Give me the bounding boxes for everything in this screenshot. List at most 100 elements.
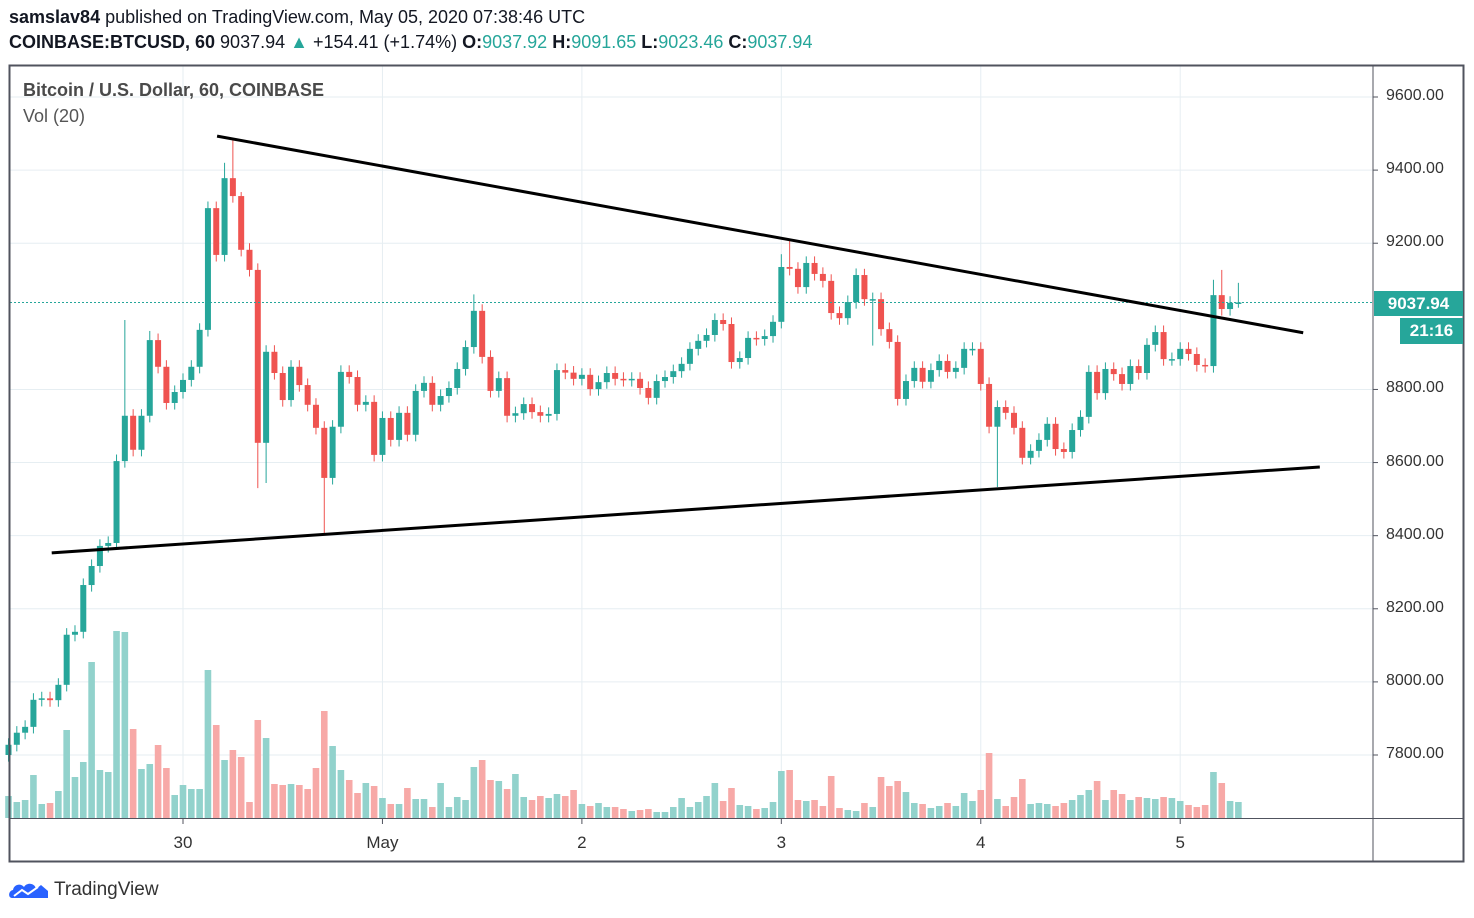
candle-body: [396, 412, 403, 440]
candle: [146, 330, 153, 423]
volume-bar: [1010, 797, 1018, 818]
candle-body: [13, 732, 20, 745]
candle-body: [936, 360, 943, 371]
candle-body: [653, 381, 660, 398]
candle: [495, 371, 502, 398]
candle-body: [254, 269, 261, 443]
candle: [1227, 296, 1234, 316]
volume-bar: [462, 800, 469, 818]
candle: [1202, 358, 1209, 373]
volume-legend[interactable]: Vol (20): [23, 106, 86, 126]
candle: [188, 360, 195, 387]
volume-bar: [237, 757, 245, 818]
candle: [1085, 365, 1092, 424]
candle-body: [30, 699, 37, 727]
candle: [786, 239, 793, 276]
grid: [10, 66, 1378, 818]
candle-body: [1127, 366, 1134, 384]
volume-bar: [1002, 806, 1009, 818]
candle-body: [853, 275, 860, 303]
candle: [637, 372, 644, 395]
volume-bar: [661, 812, 669, 818]
volume-bar: [811, 800, 818, 818]
candle-body: [437, 396, 444, 405]
volume-bar: [719, 801, 727, 818]
volume-bar: [694, 802, 702, 818]
volume-bar: [1093, 781, 1101, 818]
volume-bar: [1235, 802, 1242, 818]
volume-bar: [969, 801, 976, 818]
author-name[interactable]: samslav84: [9, 7, 101, 27]
candle-body: [22, 726, 29, 733]
candle-body: [204, 208, 211, 330]
volume-bar: [354, 793, 361, 818]
candle: [537, 405, 544, 423]
volume-bar: [13, 802, 21, 818]
candle: [902, 374, 909, 406]
upper-resistance-trendline[interactable]: [216, 134, 1304, 335]
candle-body: [894, 341, 901, 399]
candle-body: [479, 310, 486, 357]
candle-body: [462, 347, 469, 369]
volume-bar: [686, 807, 694, 818]
volume-bar: [138, 769, 145, 818]
candle-body: [71, 631, 78, 635]
candle: [263, 345, 270, 484]
price-tick-label: 9400.00: [1386, 160, 1444, 178]
candle-body: [163, 366, 170, 403]
candle: [711, 313, 718, 342]
candle: [296, 360, 303, 392]
candle-body: [346, 371, 353, 378]
lower-support-trendline[interactable]: [51, 465, 1320, 555]
volume-bar: [104, 772, 112, 818]
candle-body: [155, 340, 162, 367]
candle-body: [869, 299, 876, 301]
open-value: 9037.92: [482, 32, 548, 52]
candle-body: [138, 415, 145, 450]
candle-body: [121, 415, 128, 462]
symbol: COINBASE:BTCUSD, 60: [9, 32, 216, 52]
time-tick-label: 30: [173, 833, 193, 852]
high-value: 9091.65: [571, 32, 637, 52]
candle-body: [570, 372, 577, 379]
volume-bar: [994, 799, 1001, 818]
volume-bar: [30, 775, 37, 818]
candle: [736, 351, 743, 369]
volume-bar: [711, 783, 719, 818]
candle-body: [537, 412, 544, 416]
volume-bar: [279, 785, 287, 818]
volume-bar: [1118, 794, 1126, 818]
bar-countdown-tag: 21:16: [1400, 318, 1463, 344]
candle-body: [952, 367, 959, 372]
candle-body: [454, 368, 461, 388]
tradingview-logo[interactable]: TradingView: [8, 878, 159, 902]
candle: [720, 313, 727, 331]
candle: [778, 254, 785, 329]
volume-bar: [678, 798, 685, 818]
candle: [504, 371, 511, 423]
candle: [445, 381, 452, 403]
candle: [1127, 359, 1134, 391]
close-label: C:: [728, 32, 748, 52]
candle-body: [753, 337, 760, 340]
open-label: O:: [462, 32, 483, 52]
volume-bar: [204, 670, 212, 818]
volume-bar: [786, 770, 793, 818]
volume-bar: [229, 750, 237, 818]
candle: [1143, 338, 1150, 380]
candle: [886, 322, 893, 349]
volume-bar: [404, 788, 411, 818]
candle: [155, 333, 162, 374]
candle-body: [986, 383, 993, 427]
candle-body: [80, 585, 87, 632]
volume-bar: [312, 768, 320, 818]
candle-body: [878, 299, 885, 330]
volume-bar: [179, 785, 187, 818]
candle-body: [529, 404, 536, 413]
candle: [1185, 342, 1192, 361]
candle: [828, 274, 835, 320]
candle-body: [337, 371, 344, 427]
candle-body: [321, 427, 328, 478]
volume-bar: [1210, 772, 1217, 818]
